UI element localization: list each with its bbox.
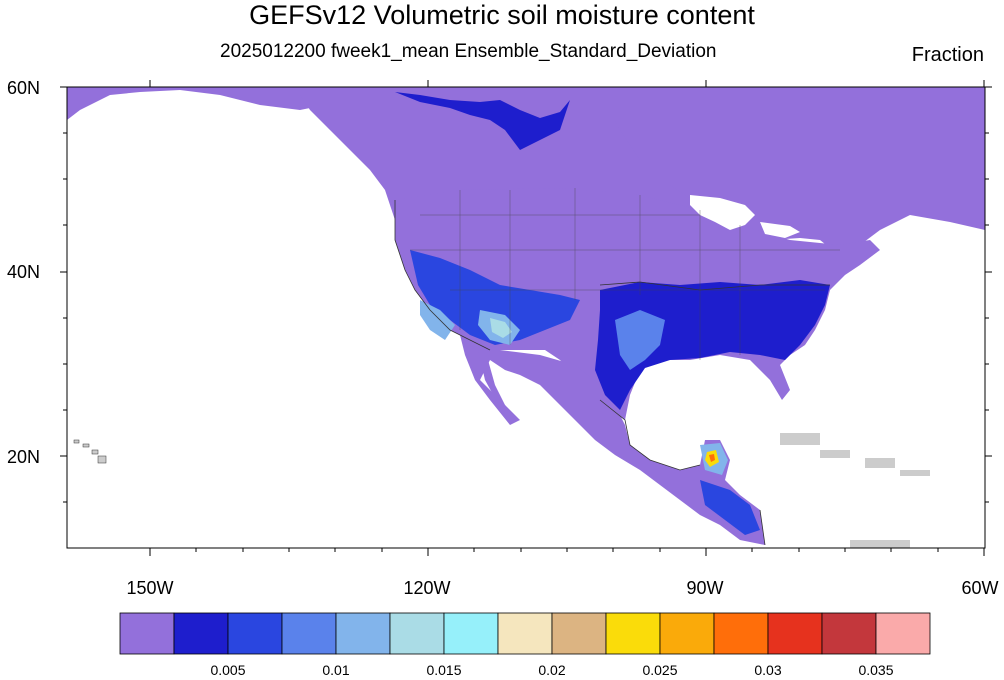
colorbar-swatch-1: [173, 612, 229, 655]
colorbar-label-2: 0.015: [426, 662, 462, 678]
land-canada: [67, 87, 985, 255]
colorbar-swatch-10: [659, 612, 715, 655]
sd-band-northern-canada: [395, 92, 570, 150]
colorbar-swatch-0: [119, 612, 175, 655]
state-borders: [410, 188, 840, 360]
sd-band-central-america: [700, 480, 760, 535]
lon-label-120w: 120W: [403, 578, 451, 598]
sd-band-southern-us: [595, 280, 830, 410]
caribbean-islands: [780, 433, 930, 548]
colorbar-label-4: 0.025: [642, 662, 678, 678]
colorbar-label-3: 0.02: [538, 662, 566, 678]
lon-label-60w: 60W: [961, 578, 999, 598]
colorbar-swatch-6: [443, 612, 499, 655]
colorbar-swatch-3: [281, 612, 337, 655]
lat-ticks: [60, 86, 992, 503]
sd-band-southwest: [410, 250, 580, 345]
colorbar-swatch-7: [497, 612, 553, 655]
land-baja: [478, 350, 515, 422]
great-lakes: [690, 195, 800, 238]
lon-label-90w: 90W: [686, 578, 724, 598]
units-label: Fraction: [911, 44, 984, 66]
colorbar-swatch-8: [551, 612, 607, 655]
land-mexico: [460, 335, 765, 545]
colorbar-swatch-12: [767, 612, 823, 655]
map-field: [67, 87, 985, 548]
sd-band-gulf: [615, 310, 665, 370]
colorbar-swatch-14: [875, 612, 931, 655]
lat-label-60n: 60N: [6, 78, 40, 98]
hawaii-islands: [73, 439, 107, 464]
colorbar-swatch-9: [605, 612, 661, 655]
colorbar-label-5: 0.03: [754, 662, 782, 678]
sd-band-cali: [420, 300, 455, 340]
sd-band-az-core: [490, 318, 512, 338]
lon-ticks: [149, 80, 985, 556]
sd-band-yucatan-max: [709, 454, 715, 462]
colorbar-swatch-4: [335, 612, 391, 655]
colorbar-swatch-2: [227, 612, 283, 655]
map-subtitle: 2025012200 fweek1_mean Ensemble_Standard…: [220, 41, 717, 62]
colorbar-label-6: 0.035: [858, 662, 894, 678]
colorbar-swatch-5: [389, 612, 445, 655]
colorbar-label-1: 0.01: [322, 662, 350, 678]
map-title: GEFSv12 Volumetric soil moisture content: [249, 0, 755, 30]
lat-label-20n: 20N: [6, 447, 40, 467]
colorbar-swatch-13: [821, 612, 877, 655]
lat-label-40n: 40N: [6, 262, 40, 282]
colorbar: [119, 612, 931, 655]
lon-label-150w: 150W: [126, 578, 174, 598]
colorbar-label-0: 0.005: [210, 662, 246, 678]
colorbar-swatch-11: [713, 612, 769, 655]
